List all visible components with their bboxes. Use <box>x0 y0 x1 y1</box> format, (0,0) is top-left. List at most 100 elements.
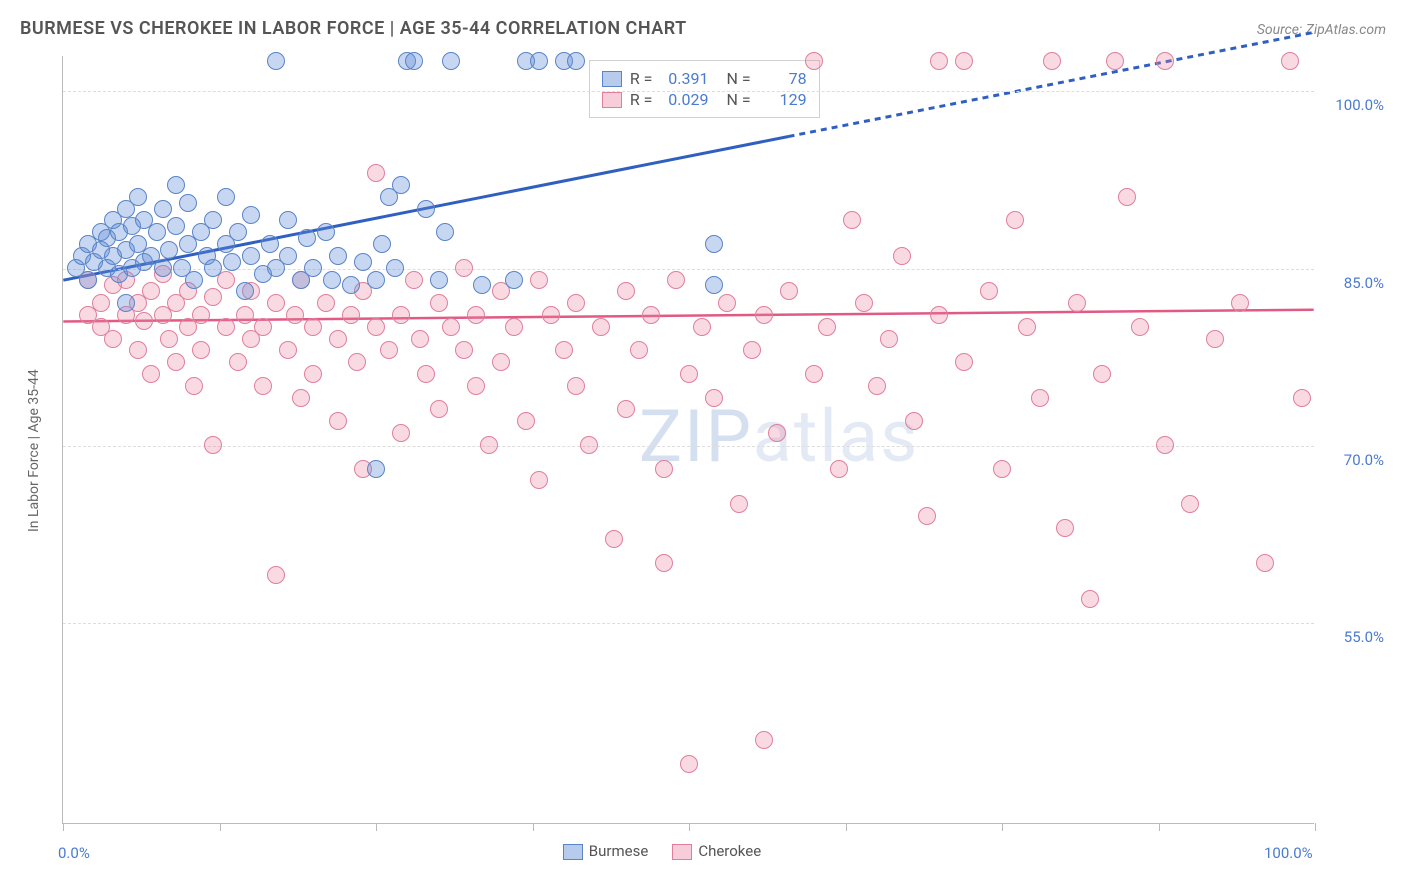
gridline <box>63 446 1314 447</box>
burmese-point <box>304 259 322 277</box>
title-bar: BURMESE VS CHEROKEE IN LABOR FORCE | AGE… <box>20 18 1386 39</box>
burmese-point <box>179 194 197 212</box>
burmese-point <box>223 253 241 271</box>
cherokee-point <box>292 389 310 407</box>
cherokee-point <box>955 52 973 70</box>
burmese-point <box>204 259 222 277</box>
burmese-point <box>79 271 97 289</box>
plot-area: ZIPatlas R =0.391N =78R =0.029N =129 55.… <box>62 56 1314 824</box>
cherokee-point <box>204 288 222 306</box>
cherokee-point <box>480 436 498 454</box>
cherokee-point <box>380 341 398 359</box>
cherokee-point <box>286 306 304 324</box>
x-tick <box>846 823 847 831</box>
burmese-point <box>236 282 254 300</box>
cherokee-point <box>92 294 110 312</box>
n-value: 78 <box>759 69 807 88</box>
cherokee-point <box>267 566 285 584</box>
cherokee-point <box>392 306 410 324</box>
legend-swatch <box>602 92 622 108</box>
cherokee-point <box>204 436 222 454</box>
source-label: Source: ZipAtlas.com <box>1257 22 1386 38</box>
burmese-point <box>442 52 460 70</box>
cherokee-point <box>1293 389 1311 407</box>
cherokee-point <box>1018 318 1036 336</box>
cherokee-point <box>755 731 773 749</box>
cherokee-point <box>555 341 573 359</box>
cherokee-point <box>411 330 429 348</box>
burmese-point <box>261 235 279 253</box>
burmese-point <box>392 176 410 194</box>
cherokee-point <box>135 312 153 330</box>
cherokee-point <box>254 377 272 395</box>
cherokee-point <box>392 424 410 442</box>
x-axis-min-label: 0.0% <box>58 844 90 862</box>
burmese-point <box>567 52 585 70</box>
burmese-point <box>154 259 172 277</box>
correlation-chart: BURMESE VS CHEROKEE IN LABOR FORCE | AGE… <box>0 0 1406 892</box>
cherokee-point <box>843 211 861 229</box>
cherokee-point <box>455 341 473 359</box>
x-tick <box>376 823 377 831</box>
cherokee-point <box>655 460 673 478</box>
cherokee-point <box>830 460 848 478</box>
cherokee-point <box>430 294 448 312</box>
stats-legend-row: R = 0.391 N = 78 <box>602 69 807 88</box>
legend-label: Cherokee <box>698 842 761 860</box>
burmese-point <box>323 271 341 289</box>
gridline <box>63 91 1314 92</box>
burmese-point <box>298 229 316 247</box>
cherokee-point <box>1068 294 1086 312</box>
burmese-point <box>117 294 135 312</box>
burmese-point <box>530 52 548 70</box>
r-value: 0.029 <box>660 90 708 109</box>
burmese-point <box>436 223 454 241</box>
legend-swatch <box>602 71 622 87</box>
cherokee-point <box>442 318 460 336</box>
cherokee-point <box>1081 590 1099 608</box>
burmese-point <box>217 188 235 206</box>
legend-swatch <box>672 844 692 860</box>
cherokee-point <box>530 271 548 289</box>
burmese-point <box>129 188 147 206</box>
burmese-point <box>342 276 360 294</box>
x-tick <box>1315 823 1316 831</box>
legend-swatch <box>563 844 583 860</box>
cherokee-point <box>1156 436 1174 454</box>
r-value: 0.391 <box>660 69 708 88</box>
cherokee-point <box>1206 330 1224 348</box>
cherokee-point <box>505 318 523 336</box>
n-label: N = <box>726 90 750 109</box>
cherokee-point <box>192 341 210 359</box>
cherokee-point <box>192 306 210 324</box>
chart-title: BURMESE VS CHEROKEE IN LABOR FORCE | AGE… <box>20 18 687 39</box>
cherokee-point <box>1043 52 1061 70</box>
burmese-point <box>229 223 247 241</box>
cherokee-point <box>217 318 235 336</box>
cherokee-point <box>955 353 973 371</box>
cherokee-point <box>718 294 736 312</box>
cherokee-point <box>855 294 873 312</box>
y-tick-label: 70.0% <box>1324 451 1384 469</box>
x-tick <box>533 823 534 831</box>
x-tick <box>220 823 221 831</box>
cherokee-point <box>780 282 798 300</box>
burmese-point <box>154 200 172 218</box>
n-value: 129 <box>759 90 807 109</box>
cherokee-point <box>893 247 911 265</box>
r-label: R = <box>630 69 653 88</box>
cherokee-point <box>530 471 548 489</box>
gridline <box>63 623 1314 624</box>
gridline <box>63 269 1314 270</box>
cherokee-point <box>818 318 836 336</box>
burmese-point <box>329 247 347 265</box>
burmese-point <box>367 460 385 478</box>
cherokee-point <box>905 412 923 430</box>
burmese-point <box>204 211 222 229</box>
burmese-point <box>279 247 297 265</box>
cherokee-point <box>743 341 761 359</box>
y-tick-label: 85.0% <box>1324 274 1384 292</box>
n-label: N = <box>726 69 750 88</box>
cherokee-point <box>129 341 147 359</box>
burmese-point <box>242 247 260 265</box>
